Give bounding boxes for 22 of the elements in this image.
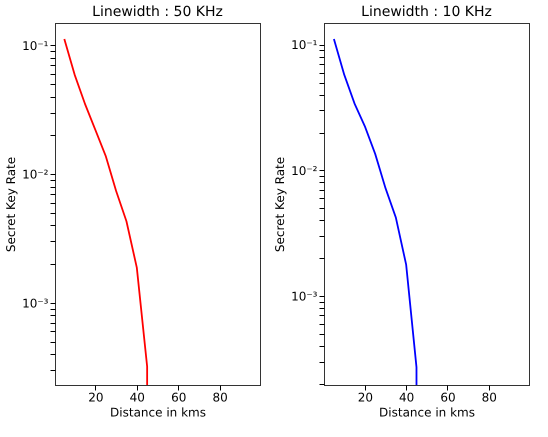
line-series [63, 38, 148, 385]
y-tick-label: 10⁻² [291, 164, 318, 178]
x-axis-title: Distance in kms [110, 406, 206, 420]
x-tick-label: 80 [212, 390, 228, 404]
line-series [333, 38, 418, 385]
y-tick-label: 10⁻³ [291, 289, 318, 304]
chart-title: Linewidth : 50 KHz [92, 4, 223, 20]
x-tick-label: 60 [171, 390, 186, 404]
x-axis-title: Distance in kms [379, 406, 475, 420]
x-tick-label: 80 [482, 390, 497, 404]
x-tick-label: 40 [399, 390, 414, 404]
x-tick-label: 40 [130, 390, 145, 404]
y-tick-label: 10⁻³ [22, 296, 49, 310]
y-tick-label: 10⁻² [22, 168, 49, 182]
x-tick-label: 20 [88, 390, 104, 404]
y-axis-title: Secret Key Rate [4, 156, 18, 252]
y-axis-title: Secret Key Rate [273, 156, 288, 252]
x-tick-label: 20 [358, 390, 374, 404]
y-tick-label: 10⁻¹ [291, 38, 318, 52]
x-tick-label: 60 [440, 390, 456, 404]
chart-title: Linewidth : 10 KHz [361, 4, 492, 20]
y-tick-label: 10⁻¹ [22, 38, 49, 53]
